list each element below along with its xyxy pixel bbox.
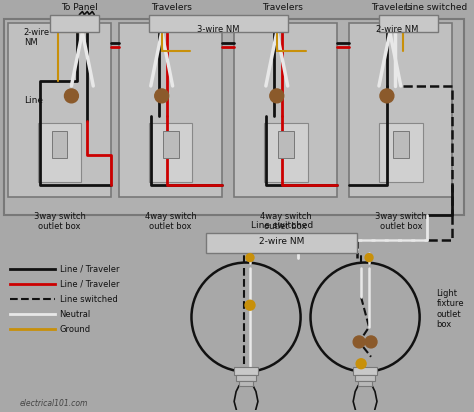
Text: Neutral: Neutral [60, 310, 91, 318]
Bar [163, 131, 179, 158]
Text: Travelers: Travelers [151, 3, 192, 12]
Bar [239, 381, 253, 386]
Text: Line: Line [24, 96, 43, 105]
Bar [149, 123, 192, 182]
Text: Travelers: Travelers [262, 3, 303, 12]
Text: Line switched: Line switched [60, 295, 117, 304]
Text: Line switched: Line switched [405, 3, 468, 12]
Circle shape [365, 336, 377, 348]
Bar [379, 123, 423, 182]
Bar [206, 233, 357, 253]
Circle shape [245, 300, 255, 310]
Circle shape [356, 359, 366, 369]
Text: 2-wire
NM: 2-wire NM [24, 28, 50, 47]
Text: 2-wire NM: 2-wire NM [259, 237, 304, 246]
Bar [234, 367, 258, 375]
Bar [278, 131, 294, 158]
Text: 3way switch
outlet box: 3way switch outlet box [34, 212, 85, 232]
Bar [4, 19, 465, 215]
Text: 4way switch
outlet box: 4way switch outlet box [145, 212, 197, 232]
Bar [234, 23, 337, 197]
Circle shape [365, 254, 373, 262]
Text: To Panel: To Panel [61, 3, 98, 12]
Circle shape [64, 89, 78, 103]
Text: Line switched: Line switched [251, 221, 313, 230]
Text: electrical101.com: electrical101.com [20, 399, 88, 408]
Text: Line / Traveler: Line / Traveler [60, 265, 119, 274]
Circle shape [353, 336, 365, 348]
Bar [264, 123, 308, 182]
Bar [353, 367, 377, 375]
Circle shape [246, 254, 254, 262]
Text: Line / Traveler: Line / Traveler [60, 280, 119, 289]
Text: 2-wire NM: 2-wire NM [375, 25, 418, 34]
Bar [349, 23, 452, 197]
Text: 3way switch
outlet box: 3way switch outlet box [375, 212, 427, 232]
Bar [358, 381, 372, 386]
Text: 3-wire NM: 3-wire NM [197, 25, 239, 34]
Text: Ground: Ground [60, 325, 91, 334]
Bar [50, 14, 99, 33]
Bar [379, 14, 438, 33]
Bar [52, 131, 67, 158]
Circle shape [380, 89, 394, 103]
Bar [119, 23, 222, 197]
Bar [393, 131, 409, 158]
Text: Light
fixture
outlet
box: Light fixture outlet box [437, 289, 464, 329]
Bar [149, 14, 288, 33]
Bar [8, 23, 111, 197]
Text: Travelers: Travelers [372, 3, 412, 12]
Text: 4way switch
outlet box: 4way switch outlet box [260, 212, 311, 232]
Bar [236, 375, 256, 381]
Bar [38, 123, 82, 182]
Bar [355, 375, 375, 381]
Circle shape [155, 89, 169, 103]
Circle shape [270, 89, 284, 103]
